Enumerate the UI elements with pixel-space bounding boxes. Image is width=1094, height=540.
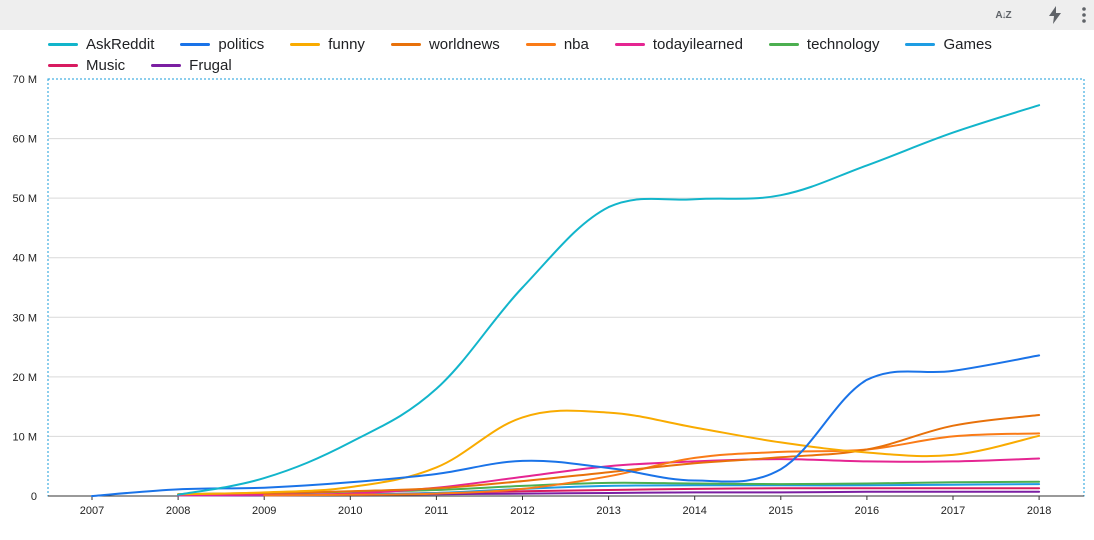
legend-swatch <box>768 43 799 46</box>
chart-legend: AskReddit politics funny worldnews nba todayi… <box>48 36 1088 74</box>
legend-swatch <box>525 43 556 46</box>
x-tick-label: 2014 <box>682 505 706 517</box>
x-tick-label: 2017 <box>941 505 965 517</box>
legend-item[interactable]: funny <box>290 36 365 53</box>
y-tick-label: 70 M <box>13 74 37 86</box>
more-vert-icon[interactable] <box>1076 4 1092 26</box>
y-tick-label: 50 M <box>13 193 37 205</box>
gridlines <box>48 138 1084 437</box>
legend-label: todayilearned <box>652 36 743 53</box>
sort-az-icon-text: A↓Z <box>995 9 1011 21</box>
legend-label: nba <box>563 36 589 53</box>
y-tick-label: 30 M <box>13 312 37 324</box>
series-line[interactable] <box>177 409 1041 496</box>
bolt-icon[interactable] <box>1045 4 1065 26</box>
x-tick-label: 2010 <box>338 505 362 517</box>
x-tick-label: 2012 <box>510 505 534 517</box>
x-tick-label: 2013 <box>596 505 620 517</box>
legend-label: AskReddit <box>86 36 155 53</box>
y-tick-label: 0 <box>31 491 37 503</box>
legend-swatch <box>180 43 211 46</box>
legend-item[interactable]: nba <box>525 36 589 53</box>
legend-label: Music <box>86 57 126 74</box>
legend-swatch <box>390 43 421 46</box>
plot-area-border <box>47 78 1085 497</box>
y-tick-label: 20 M <box>13 372 37 384</box>
sort-az-icon[interactable]: A↓Z <box>990 4 1016 26</box>
legend-item[interactable]: technology <box>768 36 880 53</box>
legend-swatch <box>905 43 936 46</box>
legend-item[interactable]: worldnews <box>390 36 500 53</box>
x-tick-label: 2016 <box>855 505 879 517</box>
legend-swatch <box>614 43 645 46</box>
x-tick-label: 2007 <box>80 505 104 517</box>
series-line[interactable] <box>177 104 1041 496</box>
legend-swatch <box>48 43 78 46</box>
legend-label: Frugal <box>189 57 232 74</box>
y-tick-label: 40 M <box>13 253 37 265</box>
legend-swatch <box>290 43 321 46</box>
legend-swatch <box>48 64 78 67</box>
series-lines <box>91 104 1041 497</box>
x-tick-label: 2008 <box>166 505 190 517</box>
x-tick-label: 2015 <box>769 505 793 517</box>
legend-item[interactable]: AskReddit <box>48 36 154 53</box>
legend-item[interactable]: politics <box>180 36 264 53</box>
legend-item[interactable]: Frugal <box>151 57 232 74</box>
legend-item[interactable]: Music <box>48 57 125 74</box>
legend-label: politics <box>218 36 265 53</box>
legend-item[interactable]: todayilearned <box>614 36 743 53</box>
x-tick-label: 2011 <box>425 505 449 517</box>
series-line[interactable] <box>91 354 1041 497</box>
legend-label: Games <box>943 36 992 53</box>
toolbar: A↓Z <box>0 0 1094 30</box>
series-line[interactable] <box>177 414 1041 496</box>
legend-label: worldnews <box>428 36 500 53</box>
x-tick-label: 2018 <box>1027 505 1051 517</box>
x-tick-label: 2009 <box>252 505 276 517</box>
y-tick-label: 60 M <box>13 134 37 146</box>
legend-label: technology <box>806 36 880 53</box>
legend-label: funny <box>328 36 365 53</box>
legend-swatch <box>151 64 182 67</box>
y-tick-label: 10 M <box>13 431 37 443</box>
legend-item[interactable]: Games <box>905 36 992 53</box>
